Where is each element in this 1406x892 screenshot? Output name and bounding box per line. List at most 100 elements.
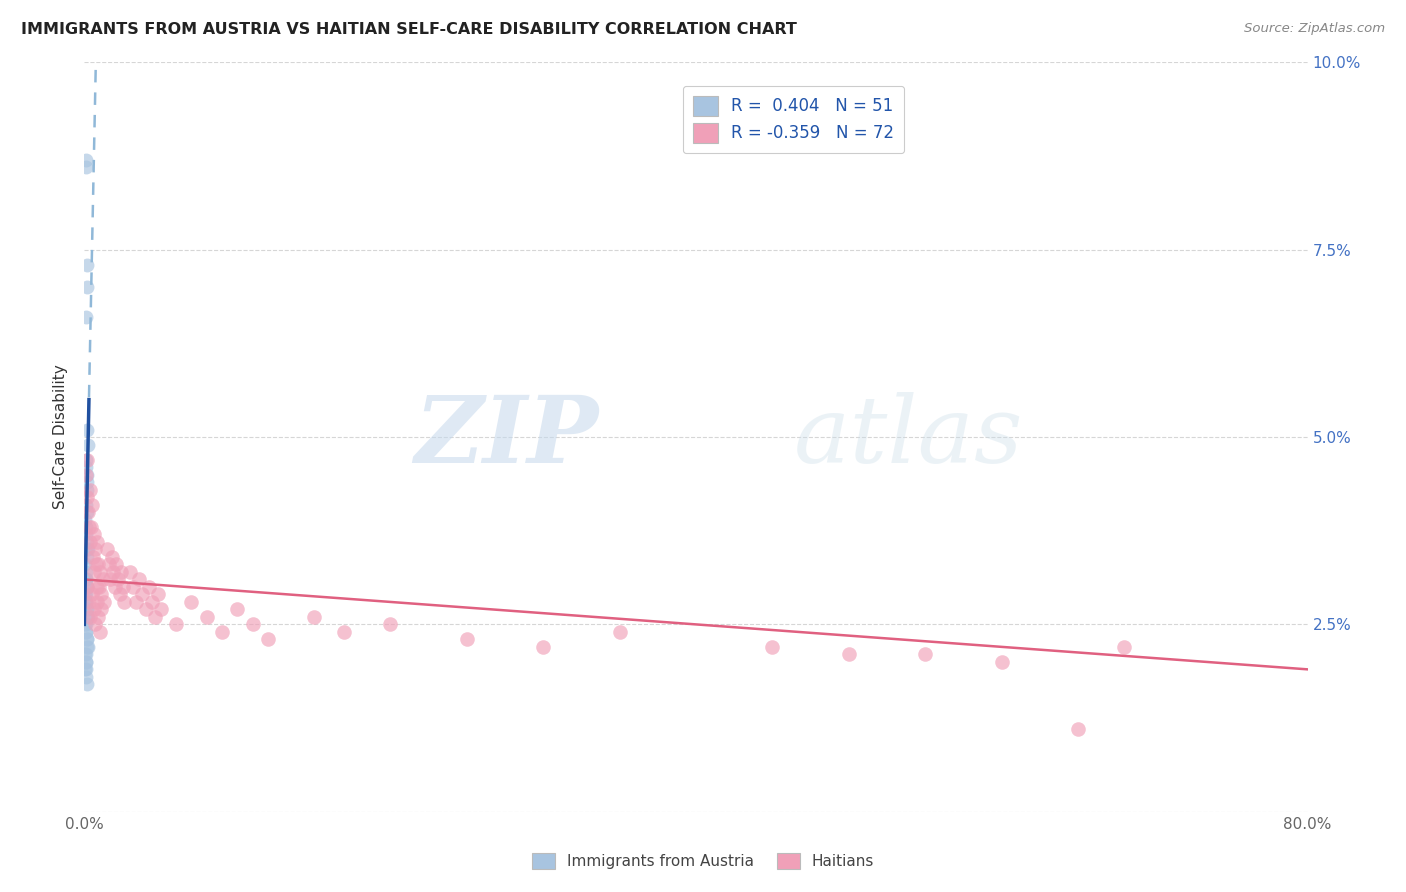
Text: IMMIGRANTS FROM AUSTRIA VS HAITIAN SELF-CARE DISABILITY CORRELATION CHART: IMMIGRANTS FROM AUSTRIA VS HAITIAN SELF-… — [21, 22, 797, 37]
Point — [128, 573, 150, 587]
Point — [108, 587, 131, 601]
Point — [146, 587, 169, 601]
Point — [90, 602, 112, 616]
Point — [83, 565, 105, 579]
Point — [90, 587, 112, 601]
Legend: R =  0.404   N = 51, R = -0.359   N = 72: R = 0.404 N = 51, R = -0.359 N = 72 — [683, 86, 904, 153]
Point — [75, 624, 97, 639]
Text: Source: ZipAtlas.com: Source: ZipAtlas.com — [1244, 22, 1385, 36]
Point — [77, 520, 100, 534]
Point — [80, 498, 103, 512]
Point — [761, 640, 783, 654]
Point — [333, 624, 356, 639]
Point — [75, 587, 97, 601]
Point — [86, 595, 108, 609]
Point — [76, 505, 98, 519]
Point — [211, 624, 233, 639]
Point — [914, 648, 936, 662]
Point — [75, 648, 97, 662]
Point — [75, 595, 97, 609]
Point — [143, 610, 166, 624]
Point — [75, 512, 97, 526]
Point — [76, 258, 98, 272]
Point — [1067, 723, 1090, 737]
Point — [135, 602, 157, 616]
Point — [76, 542, 98, 557]
Point — [75, 617, 97, 632]
Point — [76, 467, 98, 482]
Point — [76, 280, 98, 294]
Point — [226, 602, 249, 616]
Point — [531, 640, 554, 654]
Point — [75, 558, 97, 572]
Point — [86, 535, 108, 549]
Point — [380, 617, 402, 632]
Point — [75, 648, 97, 662]
Point — [76, 475, 98, 489]
Point — [75, 498, 97, 512]
Point — [76, 580, 98, 594]
Point — [96, 542, 118, 557]
Point — [75, 662, 97, 676]
Point — [111, 580, 134, 594]
Point — [75, 662, 97, 676]
Point — [87, 580, 110, 594]
Point — [75, 520, 97, 534]
Point — [838, 648, 860, 662]
Point — [91, 573, 114, 587]
Point — [302, 610, 325, 624]
Point — [75, 161, 97, 175]
Point — [80, 587, 103, 601]
Point — [76, 580, 98, 594]
Point — [87, 610, 110, 624]
Point — [77, 640, 100, 654]
Point — [76, 437, 98, 451]
Point — [84, 558, 107, 572]
Text: ZIP: ZIP — [413, 392, 598, 482]
Point — [125, 595, 148, 609]
Point — [110, 565, 132, 579]
Point — [120, 565, 142, 579]
Point — [84, 542, 107, 557]
Point — [76, 602, 98, 616]
Point — [93, 595, 115, 609]
Point — [79, 483, 101, 497]
Point — [83, 527, 105, 541]
Point — [76, 452, 98, 467]
Point — [75, 310, 97, 325]
Y-axis label: Self-Care Disability: Self-Care Disability — [53, 365, 69, 509]
Point — [991, 655, 1014, 669]
Point — [75, 452, 97, 467]
Point — [76, 549, 98, 564]
Point — [76, 602, 98, 616]
Point — [112, 595, 135, 609]
Point — [89, 624, 111, 639]
Point — [89, 565, 111, 579]
Point — [98, 573, 121, 587]
Point — [149, 602, 172, 616]
Point — [79, 535, 101, 549]
Point — [83, 602, 105, 616]
Point — [75, 573, 97, 587]
Point — [76, 632, 98, 647]
Point — [76, 632, 98, 647]
Point — [76, 677, 98, 691]
Point — [609, 624, 631, 639]
Point — [257, 632, 280, 647]
Point — [1114, 640, 1136, 654]
Point — [84, 617, 107, 632]
Point — [105, 558, 128, 572]
Point — [76, 423, 98, 437]
Point — [77, 595, 100, 609]
Point — [165, 617, 187, 632]
Point — [242, 617, 264, 632]
Text: atlas: atlas — [794, 392, 1024, 482]
Point — [75, 573, 97, 587]
Point — [180, 595, 202, 609]
Point — [101, 549, 124, 564]
Point — [75, 460, 97, 475]
Point — [103, 565, 125, 579]
Point — [75, 587, 97, 601]
Point — [107, 573, 129, 587]
Point — [75, 655, 97, 669]
